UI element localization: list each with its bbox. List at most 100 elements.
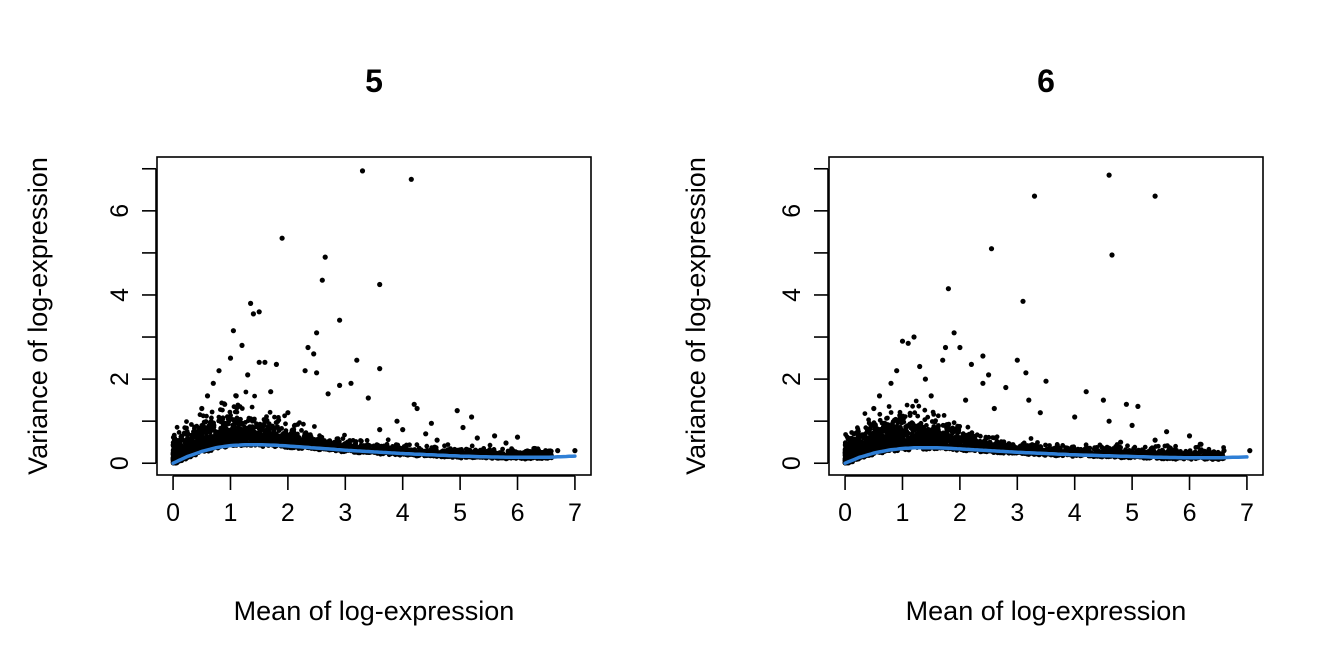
- scatter-point: [895, 436, 901, 441]
- scatter-point: [434, 437, 440, 443]
- scatter-point: [930, 426, 936, 432]
- scatter-point: [189, 444, 195, 449]
- scatter-point: [292, 423, 298, 428]
- scatter-point: [366, 442, 372, 448]
- scatter-point: [174, 424, 180, 430]
- scatter-point: [302, 433, 308, 439]
- scatter-point: [503, 440, 509, 446]
- scatter-point: [877, 411, 883, 417]
- scatter-point: [428, 420, 434, 426]
- scatter-point: [222, 401, 228, 407]
- scatter-point: [888, 410, 894, 415]
- plot-panel-6: 6 Mean of log-expression Variance of log…: [681, 63, 1264, 626]
- scatter-point: [400, 427, 406, 433]
- plot-frame: [156, 156, 592, 476]
- plot-frame: [828, 156, 1264, 476]
- scatter-point: [202, 425, 208, 431]
- scatter-point: [208, 434, 214, 440]
- scatter-point: [210, 380, 216, 386]
- y-tick-label: 2: [106, 372, 134, 386]
- scatter-point: [209, 415, 214, 421]
- scatter-point: [493, 450, 498, 456]
- scatter-point: [448, 446, 453, 451]
- scatter-point: [881, 439, 887, 445]
- scatter-point: [877, 417, 883, 423]
- scatter-point: [403, 443, 409, 449]
- scatter-point: [176, 438, 182, 444]
- scatter-point: [917, 423, 923, 429]
- scatter-point: [231, 404, 237, 410]
- scatter-point: [265, 434, 271, 439]
- scatter-point: [442, 443, 447, 449]
- scatter-point: [171, 453, 177, 459]
- y-axis-label: Variance of log-expression: [23, 157, 53, 475]
- scatter-point: [184, 429, 190, 434]
- scatter-point: [319, 434, 325, 440]
- scatter-point: [936, 433, 942, 438]
- scatter-point: [1117, 444, 1123, 450]
- scatter-point: [965, 424, 971, 430]
- scatter-point: [460, 424, 466, 431]
- scatter-point: [224, 440, 230, 446]
- scatter-point: [262, 435, 267, 441]
- scatter-point: [1106, 445, 1112, 451]
- scatter-point: [411, 401, 417, 407]
- scatter-point: [337, 442, 343, 448]
- scatter-point: [1162, 443, 1168, 449]
- x-axis-label: Mean of log-expression: [906, 596, 1187, 626]
- scatter-point: [359, 438, 364, 444]
- scatter-point: [909, 431, 915, 436]
- scatter-point: [321, 441, 327, 446]
- scatter-point: [205, 436, 211, 441]
- scatter-point: [184, 419, 189, 424]
- scatter-point: [226, 416, 231, 422]
- scatter-point: [922, 438, 928, 444]
- scatter-point: [423, 431, 429, 437]
- scatter-point: [377, 366, 383, 372]
- scatter-point: [950, 429, 956, 435]
- scatter-point: [907, 411, 913, 416]
- scatter-point: [408, 176, 414, 182]
- scatter-point: [222, 436, 228, 442]
- scatter-point: [194, 423, 200, 429]
- scatter-point: [242, 424, 248, 430]
- scatter-point: [295, 431, 300, 437]
- scatter-point: [245, 372, 251, 378]
- scatter-point: [183, 450, 188, 456]
- scatter-point: [298, 440, 304, 445]
- scatter-point: [213, 431, 218, 437]
- scatter-point: [176, 430, 182, 435]
- scatter-point: [236, 424, 242, 430]
- scatter-point: [352, 442, 358, 447]
- scatter-point: [239, 342, 245, 348]
- scatter-point: [262, 359, 268, 365]
- scatter-point: [862, 411, 868, 416]
- scatter-point: [289, 428, 295, 433]
- scatter-point: [230, 328, 236, 334]
- scatter-point: [913, 398, 919, 404]
- scatter-point: [414, 442, 420, 448]
- scatter-point: [183, 438, 189, 444]
- scatter-point: [392, 445, 398, 451]
- scatter-point: [322, 254, 328, 260]
- scatter-point: [285, 410, 291, 416]
- scatter-point: [956, 427, 962, 433]
- scatter-point: [178, 434, 184, 440]
- scatter-point: [897, 432, 903, 438]
- scatter-point: [572, 448, 578, 454]
- scatter-point: [514, 434, 521, 440]
- scatter-point: [904, 402, 910, 408]
- scatter-point: [842, 443, 848, 448]
- scatter-point: [217, 433, 223, 439]
- scatter-point: [178, 446, 184, 451]
- scatter-point: [257, 431, 263, 437]
- scatter-point: [902, 414, 908, 419]
- scatter-point: [273, 361, 279, 367]
- x-tick-label: 1: [224, 499, 238, 527]
- scatter-point: [249, 404, 255, 410]
- scatter-point: [283, 429, 288, 435]
- scatter-point: [377, 281, 383, 288]
- scatter-point: [212, 436, 218, 442]
- scatter-point: [246, 425, 251, 431]
